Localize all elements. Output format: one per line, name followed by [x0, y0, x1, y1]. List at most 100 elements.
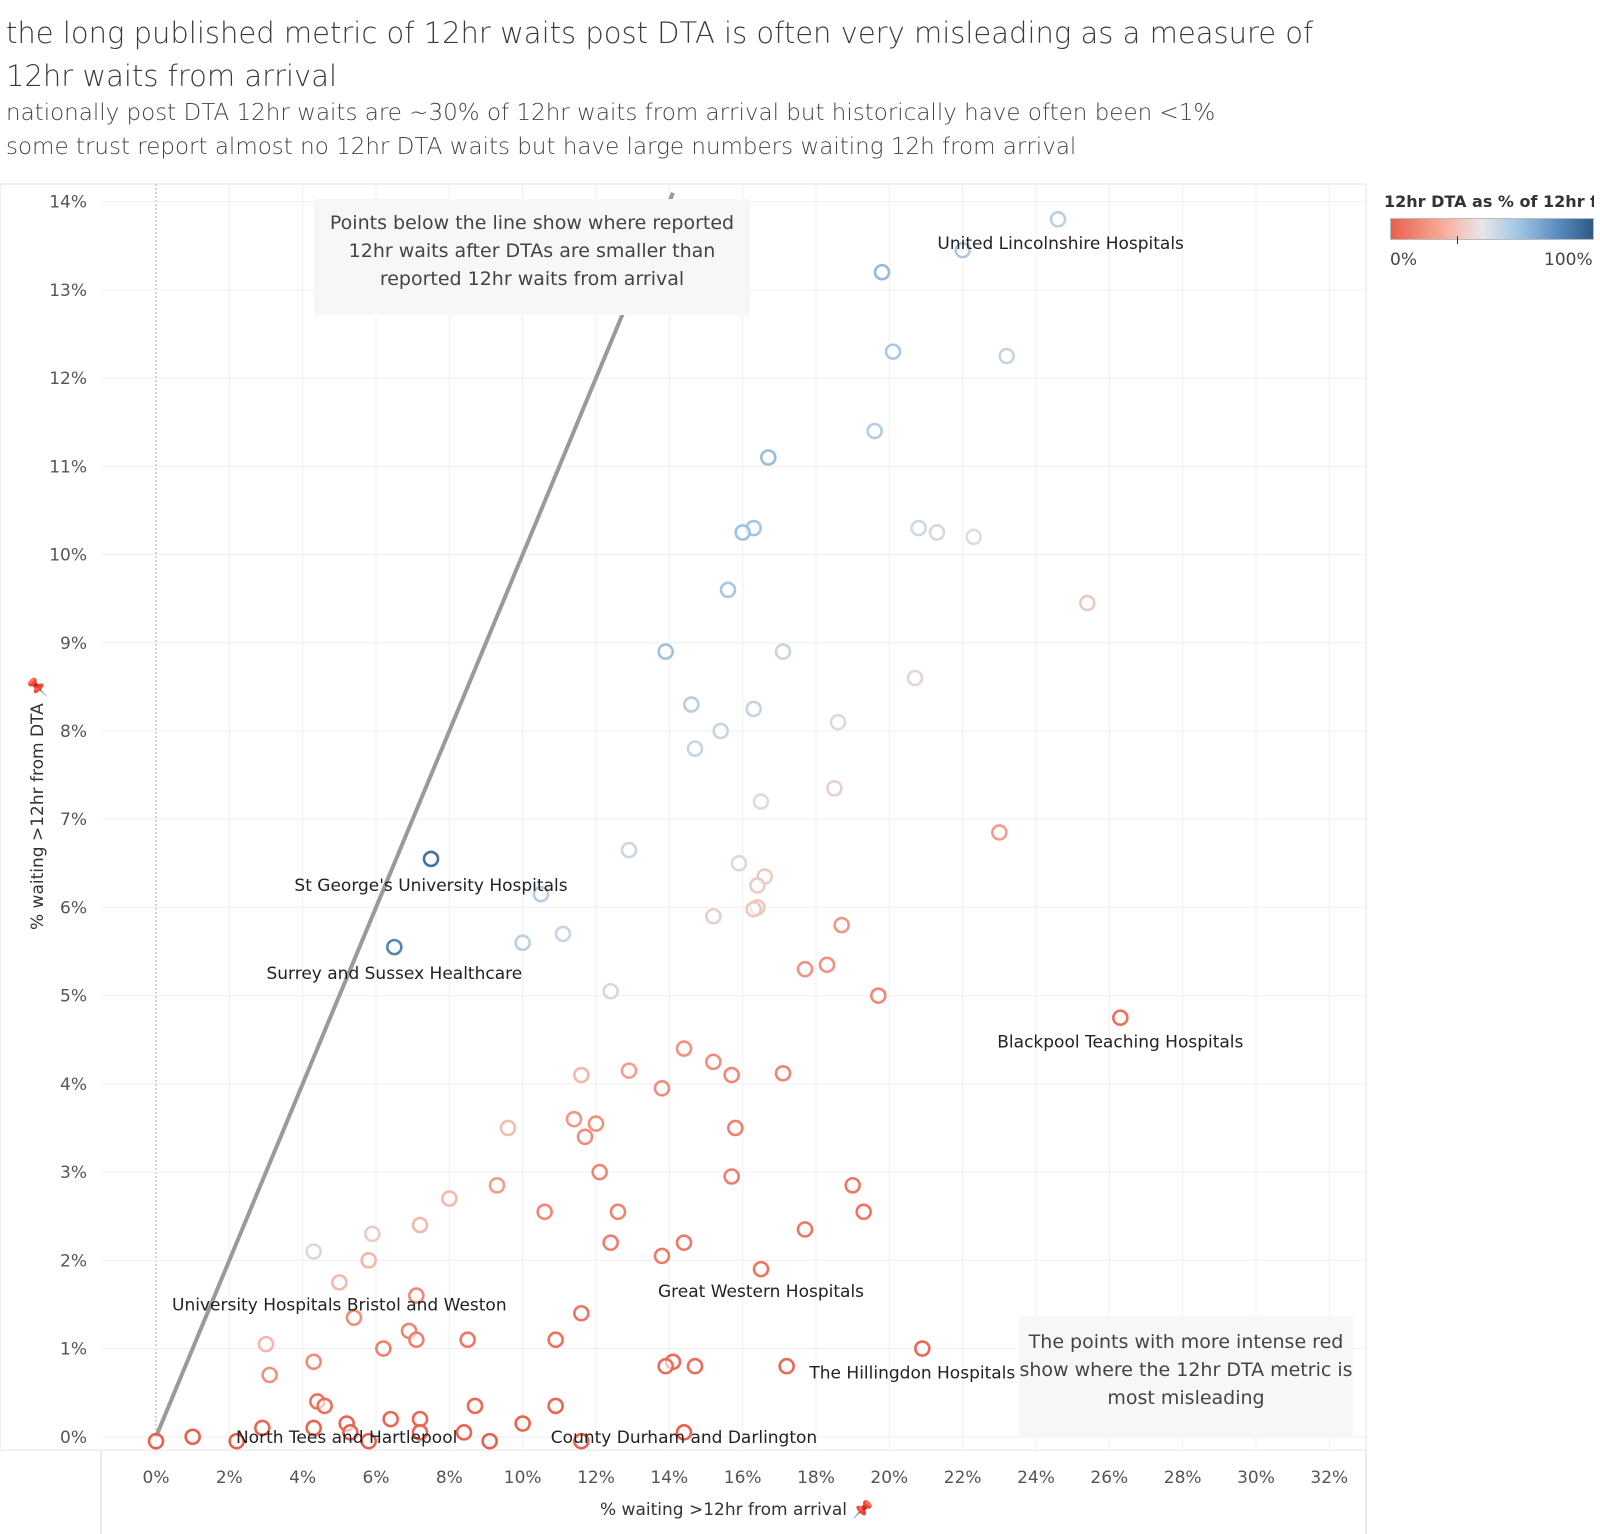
- data-point[interactable]: [620, 1062, 638, 1079]
- data-point[interactable]: [573, 1432, 590, 1450]
- data-point[interactable]: [254, 1419, 271, 1437]
- data-point[interactable]: [382, 1410, 399, 1428]
- data-point[interactable]: [653, 1079, 671, 1097]
- data-point[interactable]: [261, 1366, 278, 1384]
- data-point[interactable]: [675, 1424, 693, 1441]
- data-point[interactable]: [408, 1287, 425, 1304]
- data-point[interactable]: [705, 1053, 722, 1071]
- pin-icon[interactable]: 📌: [28, 676, 48, 698]
- data-point[interactable]: [342, 1424, 359, 1441]
- data-point[interactable]: [906, 669, 924, 687]
- data-point[interactable]: [591, 1163, 608, 1181]
- data-point[interactable]: [752, 793, 770, 810]
- data-point[interactable]: [609, 1203, 627, 1221]
- data-point[interactable]: [536, 1203, 553, 1221]
- data-point[interactable]: [386, 938, 403, 956]
- data-point[interactable]: [653, 1247, 671, 1265]
- data-point[interactable]: [345, 1309, 363, 1326]
- data-point[interactable]: [712, 722, 729, 740]
- data-point[interactable]: [928, 524, 946, 541]
- data-point[interactable]: [316, 1397, 333, 1415]
- data-point[interactable]: [719, 581, 737, 599]
- data-point[interactable]: [147, 1432, 165, 1450]
- data-point[interactable]: [408, 1331, 425, 1349]
- data-point[interactable]: [360, 1432, 377, 1450]
- data-point[interactable]: [705, 907, 722, 925]
- data-point[interactable]: [778, 1357, 795, 1375]
- data-point[interactable]: [532, 885, 550, 903]
- data-point[interactable]: [455, 1424, 473, 1441]
- data-point[interactable]: [752, 1260, 770, 1278]
- data-point[interactable]: [873, 263, 891, 281]
- data-point[interactable]: [686, 740, 704, 757]
- data-point[interactable]: [686, 1357, 704, 1375]
- data-point[interactable]: [411, 1410, 429, 1428]
- data-point[interactable]: [488, 1177, 506, 1194]
- data-point[interactable]: [441, 1190, 458, 1207]
- data-point[interactable]: [466, 1397, 484, 1415]
- data-point[interactable]: [576, 1128, 594, 1146]
- data-point[interactable]: [620, 841, 638, 859]
- data-point[interactable]: [870, 987, 887, 1004]
- data-point[interactable]: [745, 900, 762, 918]
- data-point[interactable]: [866, 422, 883, 440]
- data-point[interactable]: [305, 1243, 322, 1260]
- data-point[interactable]: [422, 850, 440, 868]
- data-point[interactable]: [565, 1110, 583, 1128]
- data-point[interactable]: [257, 1335, 275, 1353]
- data-point[interactable]: [481, 1432, 498, 1450]
- data-point[interactable]: [991, 824, 1008, 841]
- data-point[interactable]: [760, 449, 777, 466]
- data-point[interactable]: [829, 713, 847, 731]
- legend-color-ramp[interactable]: [1390, 218, 1594, 240]
- data-point[interactable]: [411, 1424, 429, 1441]
- data-point[interactable]: [675, 1040, 693, 1057]
- data-point[interactable]: [826, 780, 843, 797]
- pin-icon[interactable]: 📌: [852, 1500, 874, 1520]
- data-point[interactable]: [375, 1340, 392, 1357]
- data-point[interactable]: [1049, 210, 1067, 228]
- data-point[interactable]: [657, 643, 674, 660]
- data-point[interactable]: [745, 700, 762, 718]
- data-point[interactable]: [364, 1225, 381, 1243]
- data-point[interactable]: [734, 524, 751, 541]
- data-point[interactable]: [360, 1252, 377, 1269]
- data-point[interactable]: [796, 1221, 814, 1238]
- data-point[interactable]: [184, 1428, 201, 1446]
- data-point[interactable]: [547, 1397, 564, 1415]
- data-point[interactable]: [818, 956, 836, 974]
- data-point[interactable]: [723, 1168, 740, 1185]
- data-point[interactable]: [657, 1357, 674, 1375]
- data-point[interactable]: [723, 1066, 740, 1084]
- data-point[interactable]: [774, 643, 792, 660]
- data-point[interactable]: [305, 1419, 322, 1437]
- data-point[interactable]: [228, 1432, 245, 1450]
- data-point[interactable]: [514, 934, 531, 952]
- data-point[interactable]: [844, 1177, 861, 1194]
- data-point[interactable]: [1079, 594, 1096, 612]
- data-point[interactable]: [331, 1274, 348, 1291]
- data-point[interactable]: [910, 519, 927, 537]
- data-point[interactable]: [554, 925, 572, 943]
- data-point[interactable]: [730, 855, 748, 872]
- data-point[interactable]: [459, 1331, 476, 1349]
- data-points[interactable]: [147, 210, 1129, 1450]
- data-point[interactable]: [305, 1353, 322, 1371]
- data-point[interactable]: [1112, 1009, 1129, 1027]
- data-point[interactable]: [749, 877, 766, 894]
- data-point[interactable]: [833, 916, 850, 934]
- data-point[interactable]: [573, 1066, 590, 1084]
- data-point[interactable]: [727, 1119, 744, 1137]
- data-point[interactable]: [914, 1340, 931, 1357]
- data-point[interactable]: [602, 1234, 619, 1251]
- data-point[interactable]: [602, 982, 619, 1000]
- data-point[interactable]: [675, 1234, 693, 1251]
- data-point[interactable]: [683, 696, 700, 713]
- data-point[interactable]: [774, 1064, 792, 1082]
- data-point[interactable]: [796, 960, 814, 978]
- data-point[interactable]: [884, 343, 902, 360]
- data-point[interactable]: [499, 1119, 517, 1137]
- data-point[interactable]: [547, 1331, 564, 1349]
- data-point[interactable]: [514, 1415, 531, 1432]
- data-point[interactable]: [998, 347, 1015, 365]
